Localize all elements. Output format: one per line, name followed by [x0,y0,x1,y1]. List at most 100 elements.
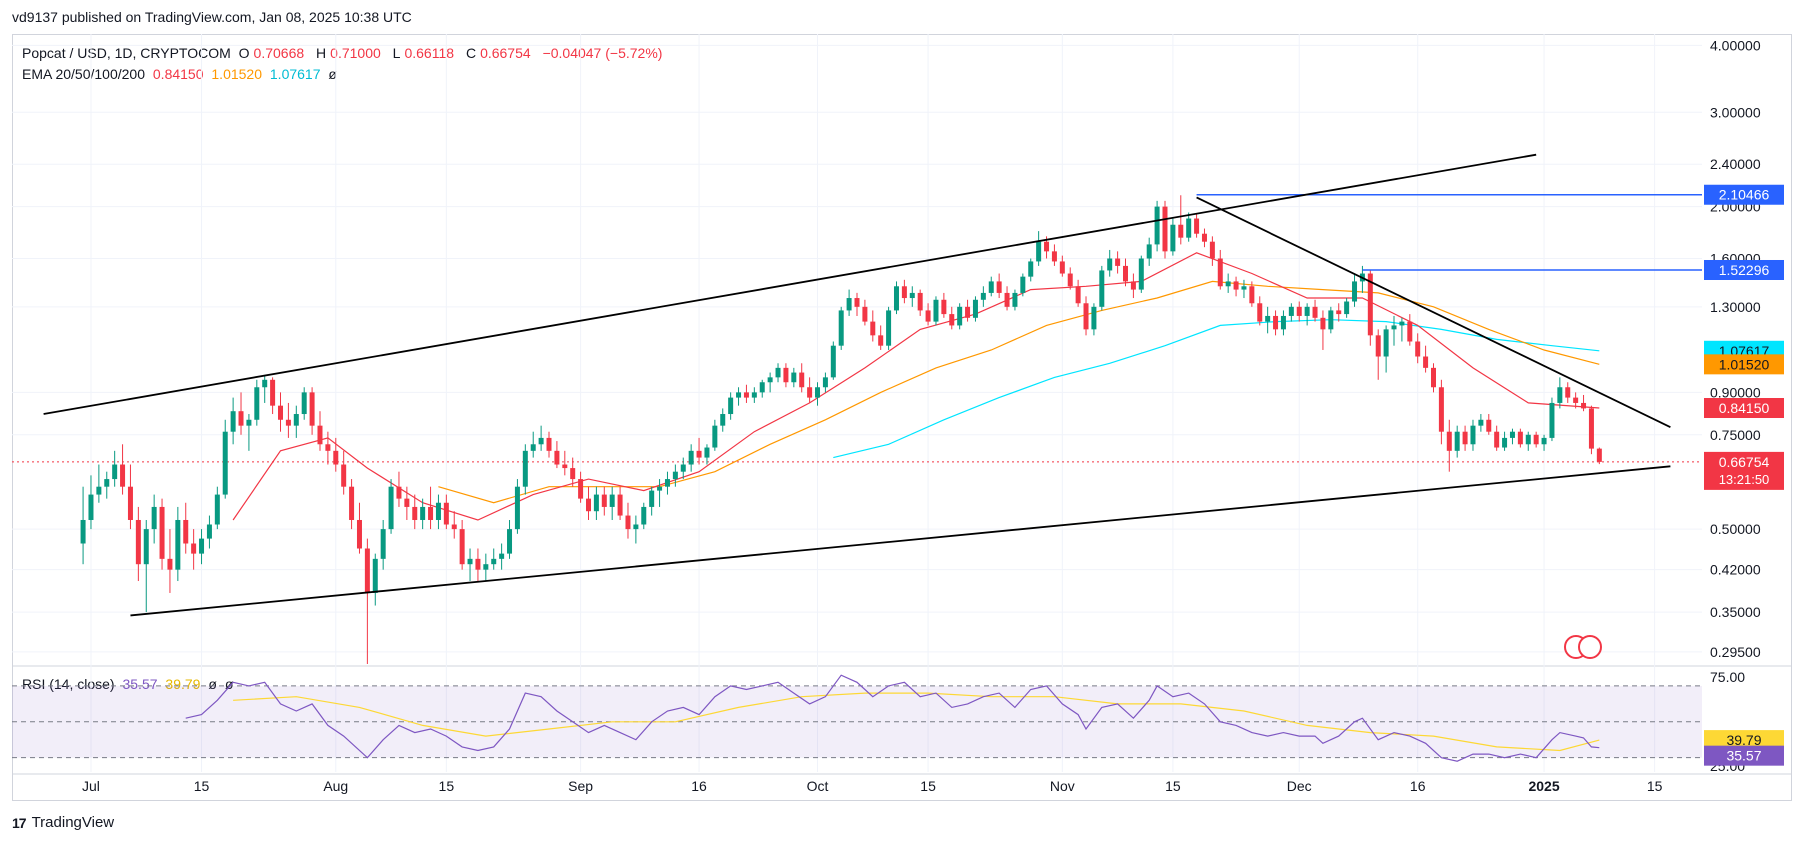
candle-body [175,519,181,570]
candle-body [483,564,489,570]
candle-body [838,310,844,346]
symbol-legend: Popcat / USD, 1D, CRYPTOCOM O 0.70668 H 0.… [22,45,666,61]
rsi-ma-value: 39.79 [165,676,201,692]
candle-body [412,506,418,520]
candle-body [1130,281,1136,290]
candle-body [435,502,441,520]
candle-body [1217,258,1223,287]
candle-body [1581,402,1587,409]
candle-body [1233,281,1239,290]
candle-body [475,558,481,570]
candle-body [467,558,473,565]
candle-body [1454,431,1460,451]
candle-body [1209,241,1215,259]
candle-body [530,444,536,451]
candle-body [183,519,189,544]
candle-body [522,450,528,487]
candle-body [96,486,102,495]
change-value: −0.04047 (−5.72%) [542,45,663,61]
ema20-price-label: 0.84150 [1719,400,1770,416]
candle-body [799,372,805,388]
time-tick-label: Sep [568,778,593,794]
candle-body [262,379,268,388]
candle-body [1201,233,1207,242]
candle-body [925,310,931,322]
candle-body [578,479,584,499]
candle-body [1478,419,1484,426]
candle-body [1549,402,1555,438]
candle-body [1083,303,1089,330]
candle-body [1296,306,1302,316]
candle-body [278,405,284,420]
ema20-price-label-bg [1704,398,1784,419]
candle-body [1415,341,1421,357]
candle-body [1367,273,1373,336]
time-tick-label: 16 [691,778,707,794]
candle-body [965,306,971,318]
price-tick-label: 0.29500 [1710,644,1761,660]
candle-body [1328,310,1334,330]
candle-body [428,506,434,520]
price-tick-label: 0.90000 [1710,384,1761,400]
candle-body [1273,315,1279,330]
candle-body [1438,387,1444,432]
rsi-extra-2: ø [224,676,234,692]
candle-body [949,314,955,326]
time-tick-label: 15 [439,778,455,794]
candle-body [996,281,1002,293]
candle-body [1012,292,1018,307]
candle-body [1486,419,1492,432]
candle-body [672,471,678,480]
candle-body [443,502,449,525]
candle-body [901,286,907,299]
ema-legend: EMA 20/50/100/200 0.84150 1.01520 1.0761… [22,66,341,82]
candle-body [767,377,773,383]
candle-body [886,310,892,346]
candle-body [933,299,939,322]
candle-body [1336,310,1342,315]
price-tick-label: 3.00000 [1710,104,1761,120]
symbol-name[interactable]: Popcat / USD, 1D, CRYPTOCOM [22,45,231,61]
candle-body [396,486,402,499]
candle-body [1280,315,1286,330]
price-tick-label: 0.42000 [1710,562,1761,578]
candle-body [514,486,520,530]
candle-body [104,479,110,487]
candle-body [1352,281,1358,302]
candle-body [1067,273,1073,287]
candle-body [688,450,694,465]
tradingview-brand[interactable]: 17 TradingView [12,814,114,831]
candle-body [1565,387,1571,398]
candle-body [135,519,141,565]
last-price-label-bg [1704,451,1784,490]
candle-body [167,558,173,570]
candle-body [1265,315,1271,322]
level-label: 2.10466 [1719,187,1770,203]
candle-body [878,335,884,346]
close-label: C 0.66754 [465,45,531,61]
candle-body [546,437,552,451]
candle-body [246,419,252,426]
candle-body [499,553,505,559]
time-tick-label: 15 [920,778,936,794]
candle-body [1312,306,1318,318]
candle-body [846,298,852,311]
candle-body [1430,367,1436,388]
candle-body [143,529,149,565]
last-price-label: 0.66754 [1719,454,1770,470]
candle-body [736,392,742,398]
candle-body [325,444,331,451]
candle-body [1557,387,1563,403]
ema-label[interactable]: EMA 20/50/100/200 [22,66,145,82]
close-value: 0.66754 [480,45,531,61]
candle-body [1146,244,1152,259]
candle-body [214,494,220,525]
candle-body [388,486,394,530]
candle-body [459,529,465,565]
candle-body [633,524,639,530]
trendline-descending [1196,196,1671,428]
candle-body [112,464,118,480]
us-flag-icon [1578,635,1602,659]
candle-body [333,450,339,465]
